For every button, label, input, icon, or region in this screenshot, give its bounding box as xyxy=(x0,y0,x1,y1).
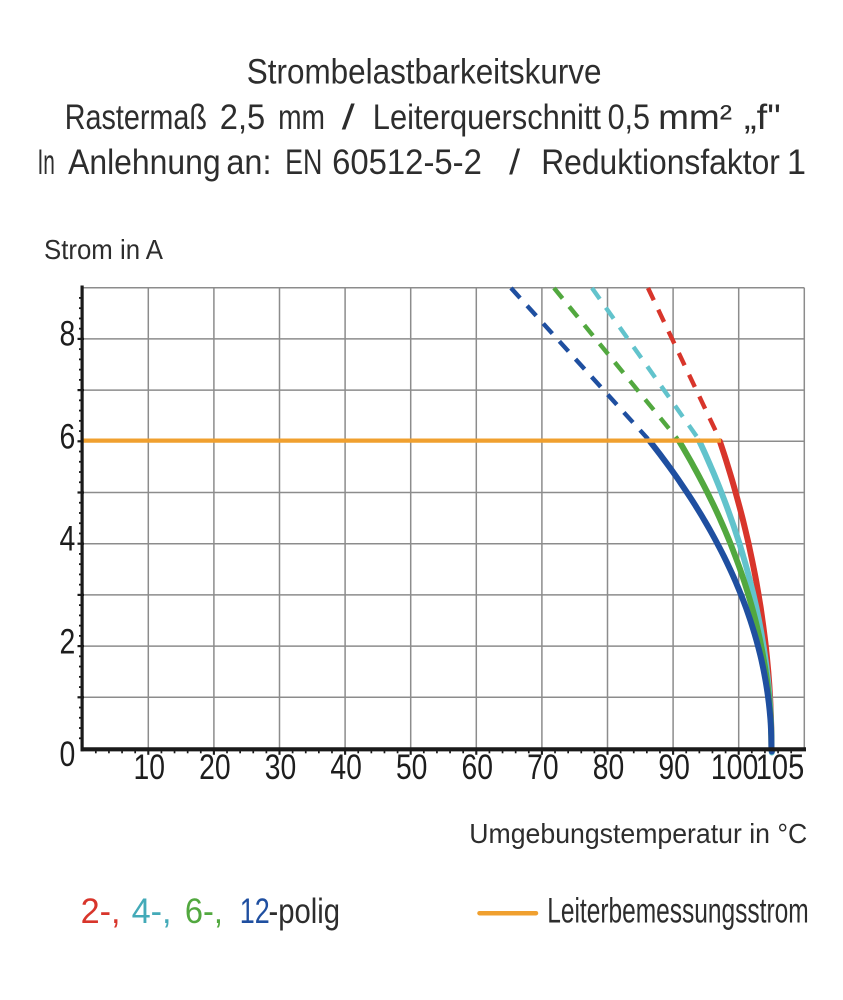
svg-text:Umgebungstemperatur in °C: Umgebungstemperatur in °C xyxy=(469,818,807,849)
svg-text:80: 80 xyxy=(593,748,625,787)
svg-text:2: 2 xyxy=(60,622,76,661)
svg-text:60: 60 xyxy=(462,748,494,787)
svg-text:30: 30 xyxy=(265,748,297,787)
svg-text:10: 10 xyxy=(134,748,166,787)
svg-text:6-,: 6-, xyxy=(185,892,223,931)
svg-text:105: 105 xyxy=(756,748,805,787)
svg-text:0: 0 xyxy=(60,735,76,774)
svg-text:-polig: -polig xyxy=(269,892,341,931)
svg-text:50: 50 xyxy=(396,748,428,787)
svg-text:2-,: 2-, xyxy=(81,892,121,931)
svg-text:Strom in A: Strom in A xyxy=(44,234,164,265)
svg-text:40: 40 xyxy=(330,748,362,787)
svg-text:Strombelastbarkeitskurve: Strombelastbarkeitskurve xyxy=(247,53,602,92)
svg-text:12: 12 xyxy=(240,892,270,931)
svg-text:4: 4 xyxy=(60,519,76,558)
svg-text:4-,: 4-, xyxy=(132,892,172,931)
svg-text:Leiterbemessungsstrom: Leiterbemessungsstrom xyxy=(547,891,809,930)
svg-text:6: 6 xyxy=(60,417,76,456)
svg-text:8: 8 xyxy=(60,315,76,354)
svg-text:100: 100 xyxy=(711,748,759,787)
svg-text:20: 20 xyxy=(199,748,231,787)
svg-text:70: 70 xyxy=(527,748,559,787)
svg-text:90: 90 xyxy=(658,748,690,787)
